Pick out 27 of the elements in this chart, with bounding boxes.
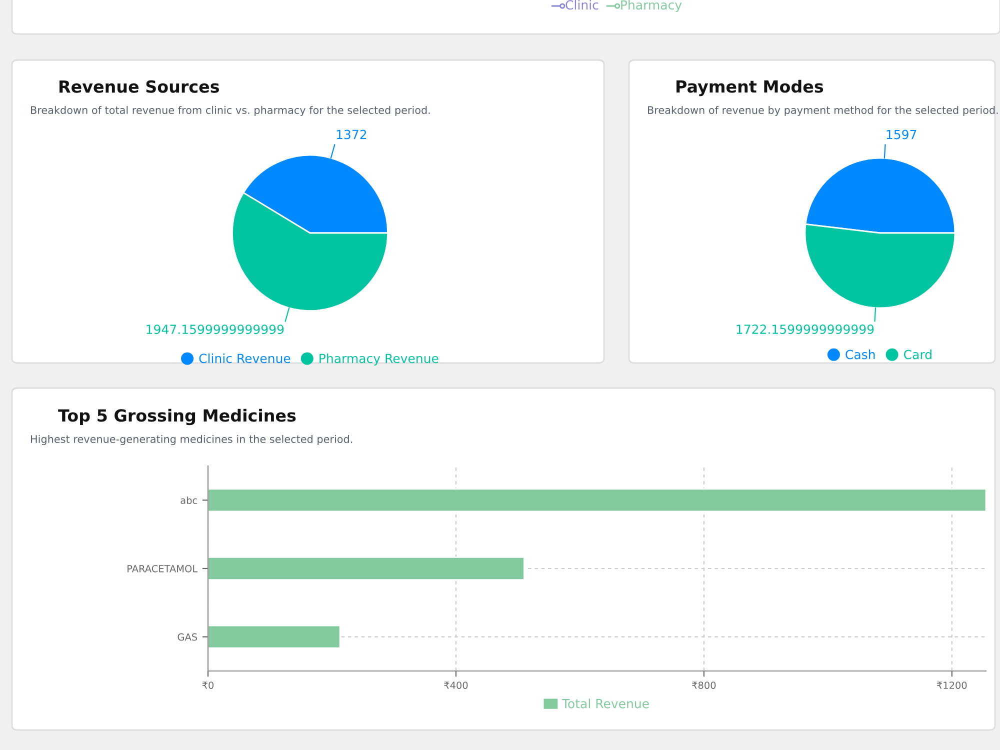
- y-tick-label: PARACETAMOL: [128, 564, 198, 572]
- data-label: 1722.1599999999999: [736, 324, 874, 334]
- bar: [208, 624, 341, 649]
- legend-label: Cash: [846, 350, 875, 360]
- chart-title: Payment Modes: [676, 80, 824, 96]
- y-tick-label: GAS: [178, 633, 198, 641]
- bar: [208, 488, 986, 512]
- text: Pharmacy: [621, 0, 682, 12]
- x-tick-label: ₹800: [692, 682, 716, 689]
- chart-title: Top 5 Grossing Medicines: [58, 408, 296, 426]
- data-label: 1372: [336, 130, 366, 140]
- data-label: 1947.1599999999999: [146, 324, 284, 334]
- data-label: 1597: [886, 130, 916, 140]
- y-tick-label: abc: [180, 496, 197, 504]
- legend-label: Total Revenue: [562, 698, 649, 708]
- legend-label: Pharmacy Revenue: [320, 353, 438, 366]
- chart-subtitle: Breakdown of revenue by payment method for the selected period.: [648, 106, 998, 116]
- x-tick-label: ₹0: [202, 682, 214, 689]
- bar: [208, 556, 525, 580]
- chart-subtitle: Breakdown of total revenue from clinic vs. pharmacy for the selected period.: [31, 106, 430, 116]
- legend-label: Clinic Revenue: [199, 353, 290, 364]
- legend-label: Card: [904, 350, 932, 360]
- x-tick-label: ₹1200: [936, 682, 967, 689]
- text: Clinic: [566, 0, 598, 10]
- chart-title: Revenue Sources: [60, 80, 219, 93]
- x-tick-label: ₹400: [444, 682, 468, 689]
- chart-subtitle: Highest revenue-generating medicines in the selected period.: [31, 434, 352, 446]
